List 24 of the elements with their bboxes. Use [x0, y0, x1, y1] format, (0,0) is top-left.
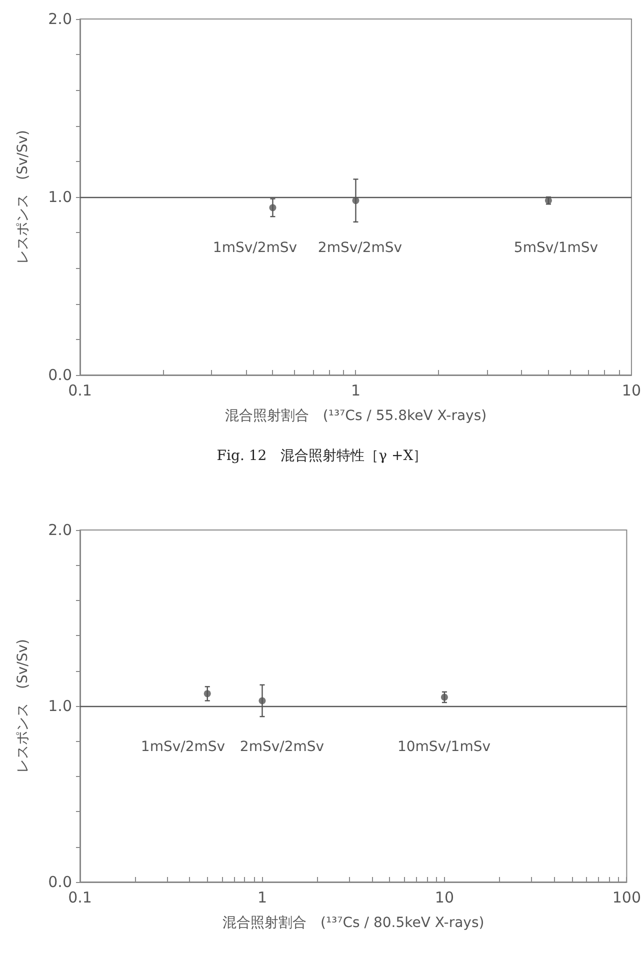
- y-tick-label: 1.0: [48, 697, 72, 715]
- annotation: 2mSv/2mSv: [240, 739, 324, 755]
- y-tick-label: 1.0: [48, 188, 72, 206]
- x-tick-label: 0.1: [68, 382, 92, 400]
- y-axis-title: レスポンス (Sv/Sv): [15, 639, 31, 773]
- caption: Fig. 12 混合照射特性［γ +X］: [216, 448, 428, 464]
- x-tick-label: 100: [612, 888, 642, 906]
- x-tick-label: 0.1: [68, 888, 92, 906]
- annotation: 2mSv/2mSv: [318, 240, 402, 256]
- y-tick-label: 0.0: [48, 873, 72, 891]
- y-tick-label: 2.0: [48, 521, 72, 539]
- annotation: 1mSv/2mSv: [212, 240, 298, 256]
- x-axis-title: 混合照射割合 (¹³⁷Cs / 55.8keV X-rays): [224, 408, 487, 424]
- annotation: 10mSv/1mSv: [397, 739, 491, 755]
- y-axis-title: レスポンス (Sv/Sv): [15, 130, 31, 264]
- y-tick-label: 0.0: [48, 366, 72, 384]
- x-axis-title: 混合照射割合 (¹³⁷Cs / 80.5keV X-rays): [222, 915, 484, 931]
- x-tick-label: 10: [434, 888, 454, 906]
- x-tick-label: 1: [257, 888, 267, 906]
- x-tick-label: 10: [622, 382, 642, 400]
- y-tick-label: 2.0: [48, 10, 72, 28]
- annotation: 1mSv/2mSv: [140, 739, 226, 755]
- x-tick-label: 1: [350, 382, 360, 400]
- annotation: 5mSv/1mSv: [514, 240, 598, 256]
